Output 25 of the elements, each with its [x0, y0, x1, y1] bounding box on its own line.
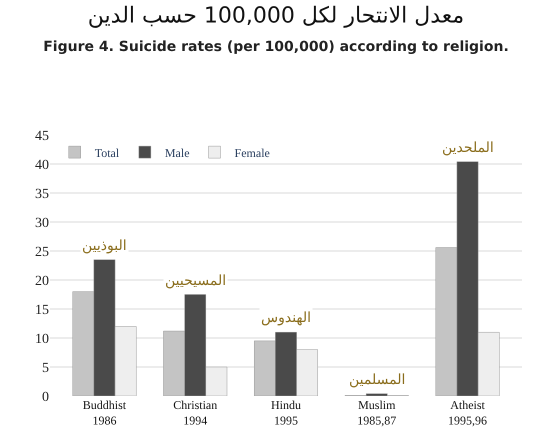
legend-label: Male	[164, 146, 190, 160]
legend-label: Female	[234, 146, 270, 160]
annotation: المسلمين	[349, 372, 406, 388]
y-tick-label: 40	[35, 158, 49, 173]
chart-title: معدل الانتحار لكل 100,000 حسب الدين	[88, 3, 464, 28]
annotation: الملحدين	[442, 140, 494, 156]
y-tick-label: 25	[35, 244, 49, 260]
y-tick-label: 45	[35, 128, 49, 144]
x-tick-label: Muslim 1985,87	[357, 398, 396, 428]
chart-subtitle: Figure 4. Suicide rates (per 100,000) according to religion.	[43, 38, 509, 55]
x-tick-label: Buddhist 1986	[82, 398, 127, 428]
y-tick-label: 15	[35, 302, 49, 318]
legend-label: Total	[94, 146, 120, 160]
x-tick-label: Christian 1994	[173, 398, 218, 428]
x-tick-label: Atheist 1995,96	[448, 398, 488, 428]
x-tick-label: Hindu 1995	[271, 398, 301, 428]
y-tick-label: 30	[35, 216, 49, 231]
annotation: البوذيين	[82, 238, 127, 254]
y-tick-label: 10	[35, 332, 49, 347]
y-tick-label: 0	[42, 390, 49, 405]
y-tick-label: 5	[42, 360, 49, 376]
annotation: الهندوس	[261, 310, 312, 326]
annotation: المسيحيين	[165, 273, 226, 289]
y-tick-label: 35	[35, 186, 49, 202]
y-tick-label: 20	[35, 274, 49, 289]
